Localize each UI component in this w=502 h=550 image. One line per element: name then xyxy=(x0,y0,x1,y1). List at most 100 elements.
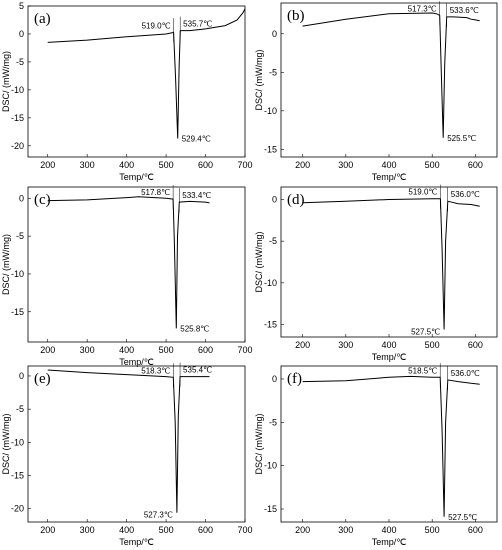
x-tick-label: 500 xyxy=(425,340,440,350)
x-tick-label: 300 xyxy=(338,525,353,535)
x-tick-label: 400 xyxy=(381,160,396,170)
dsc-curve xyxy=(302,198,480,330)
panel-label: (d) xyxy=(287,192,305,208)
x-tick-label: 300 xyxy=(80,160,95,170)
y-tick-label: 0 xyxy=(272,195,277,205)
x-tick-label: 700 xyxy=(237,160,252,170)
x-tick-label: 600 xyxy=(198,160,213,170)
peak-annotation: 533.6℃ xyxy=(450,6,479,15)
peak-annotation: 519.0℃ xyxy=(408,188,437,197)
panel-label: (b) xyxy=(287,8,305,24)
peak-annotation: 525.5℃ xyxy=(447,134,476,143)
x-tick-label: 600 xyxy=(468,340,483,350)
y-tick-label: 0 xyxy=(272,29,277,39)
plot-frame xyxy=(27,5,246,158)
x-tick-label: 200 xyxy=(295,525,310,535)
chart-panel-1: 200 300 400 500 600 700 5 0 -5 -10 -15 -20 Temp/℃ DSC… xyxy=(1,1,253,182)
peak-annotation: 529.4℃ xyxy=(182,135,211,144)
y-tick-label: 0 xyxy=(19,193,24,203)
panel-label: (c) xyxy=(34,192,51,208)
x-tick-label: 300 xyxy=(338,160,353,170)
y-tick-label: -15 xyxy=(11,307,24,317)
peak-annotation: 518.5℃ xyxy=(408,366,437,375)
peak-annotation: 517.3℃ xyxy=(408,4,437,13)
peak-annotation: 533.4℃ xyxy=(182,191,211,200)
dsc-curve xyxy=(302,12,480,138)
y-tick-label: 0 xyxy=(272,374,277,384)
x-tick-label: 500 xyxy=(425,160,440,170)
y-tick-label: 5 xyxy=(19,1,24,11)
x-tick-label: 500 xyxy=(159,525,174,535)
panel-label: (f) xyxy=(287,371,302,387)
x-tick-label: 600 xyxy=(198,345,213,355)
y-tick-label: -10 xyxy=(11,269,24,279)
panel-label: (e) xyxy=(34,371,51,387)
y-tick-label: -5 xyxy=(16,57,24,67)
peak-annotation: 536.0℃ xyxy=(451,369,480,378)
x-tick-label: 500 xyxy=(159,345,174,355)
peak-annotation: 527.3℃ xyxy=(144,511,173,520)
peak-annotation: 519.0℃ xyxy=(142,21,171,30)
x-tick-label: 400 xyxy=(119,525,134,535)
x-tick-label: 600 xyxy=(198,525,213,535)
y-tick-label: -15 xyxy=(11,113,24,123)
plot-frame xyxy=(280,365,498,523)
x-tick-label: 400 xyxy=(119,160,134,170)
x-tick-label: 700 xyxy=(237,345,252,355)
x-tick-label: 500 xyxy=(425,525,440,535)
x-tick-label: 600 xyxy=(468,160,483,170)
y-axis-label: DSC/ (mW/mg) xyxy=(254,414,264,475)
panel-label: (a) xyxy=(34,11,51,27)
y-tick-label: -10 xyxy=(11,85,24,95)
x-tick-label: 200 xyxy=(40,345,55,355)
y-tick-label: -20 xyxy=(11,141,24,151)
y-tick-label: -5 xyxy=(269,236,277,246)
x-axis-label: Temp/℃ xyxy=(372,537,407,547)
y-tick-label: -5 xyxy=(16,404,24,414)
dsc-curve xyxy=(47,369,210,513)
chart-panel-6: 200 300 400 500 600 0 -5 -10 -15 Temp/℃ DSC/ (mW/m… xyxy=(254,363,498,547)
peak-annotation: 527.5℃ xyxy=(411,328,440,337)
y-tick-label: -15 xyxy=(264,504,277,514)
x-tick-label: 200 xyxy=(295,340,310,350)
chart-panel-2: 200 300 400 500 600 0 -5 -10 -15 Temp/℃ DSC/ (mW/m… xyxy=(254,1,498,182)
peak-annotation: 535.7℃ xyxy=(183,20,212,29)
chart-panel-4: 200 300 400 500 600 0 -5 -10 -15 Temp/℃ DSC/ (mW/m… xyxy=(254,184,498,362)
y-tick-label: -10 xyxy=(264,461,277,471)
y-axis-label: DSC/ (mW/mg) xyxy=(1,414,11,475)
dsc-curve xyxy=(47,196,210,329)
x-tick-label: 700 xyxy=(237,525,252,535)
peak-annotation: 525.8℃ xyxy=(180,324,209,333)
y-tick-label: -15 xyxy=(264,144,277,154)
y-tick-label: -5 xyxy=(269,417,277,427)
peak-annotation: 535.4℃ xyxy=(183,366,212,375)
peak-annotation: 517.8℃ xyxy=(141,188,170,197)
y-tick-label: -15 xyxy=(11,471,24,481)
x-tick-label: 300 xyxy=(338,340,353,350)
y-axis-label: DSC/ (mW/mg) xyxy=(1,234,11,295)
y-tick-label: -15 xyxy=(264,320,277,330)
peak-annotation: 527.5℃ xyxy=(448,513,477,522)
x-axis-label: Temp/℃ xyxy=(372,352,407,362)
dsc-curve xyxy=(47,8,246,139)
x-axis-label: Temp/℃ xyxy=(119,537,154,547)
x-tick-label: 300 xyxy=(80,345,95,355)
y-axis-label: DSC/ (mW/mg) xyxy=(254,232,264,293)
y-tick-label: 0 xyxy=(19,29,24,39)
y-tick-label: -10 xyxy=(264,106,277,116)
peak-annotation: 518.3℃ xyxy=(141,366,170,375)
plot-frame xyxy=(280,186,498,338)
y-axis-label: DSC/ (mW/mg) xyxy=(254,50,264,111)
y-tick-label: 0 xyxy=(19,371,24,381)
chart-panel-5: 200 300 400 500 600 700 0 -5 -10 -15 -20 Temp/℃ DSC/… xyxy=(1,362,253,547)
x-axis-label: Temp/℃ xyxy=(372,172,407,182)
x-tick-label: 200 xyxy=(40,525,55,535)
x-tick-label: 200 xyxy=(40,160,55,170)
peak-annotation: 536.0℃ xyxy=(451,190,480,199)
y-tick-label: -10 xyxy=(264,278,277,288)
y-tick-label: -5 xyxy=(269,67,277,77)
y-tick-label: -20 xyxy=(11,504,24,514)
x-axis-label: Temp/℃ xyxy=(119,172,154,182)
x-tick-label: 200 xyxy=(295,160,310,170)
